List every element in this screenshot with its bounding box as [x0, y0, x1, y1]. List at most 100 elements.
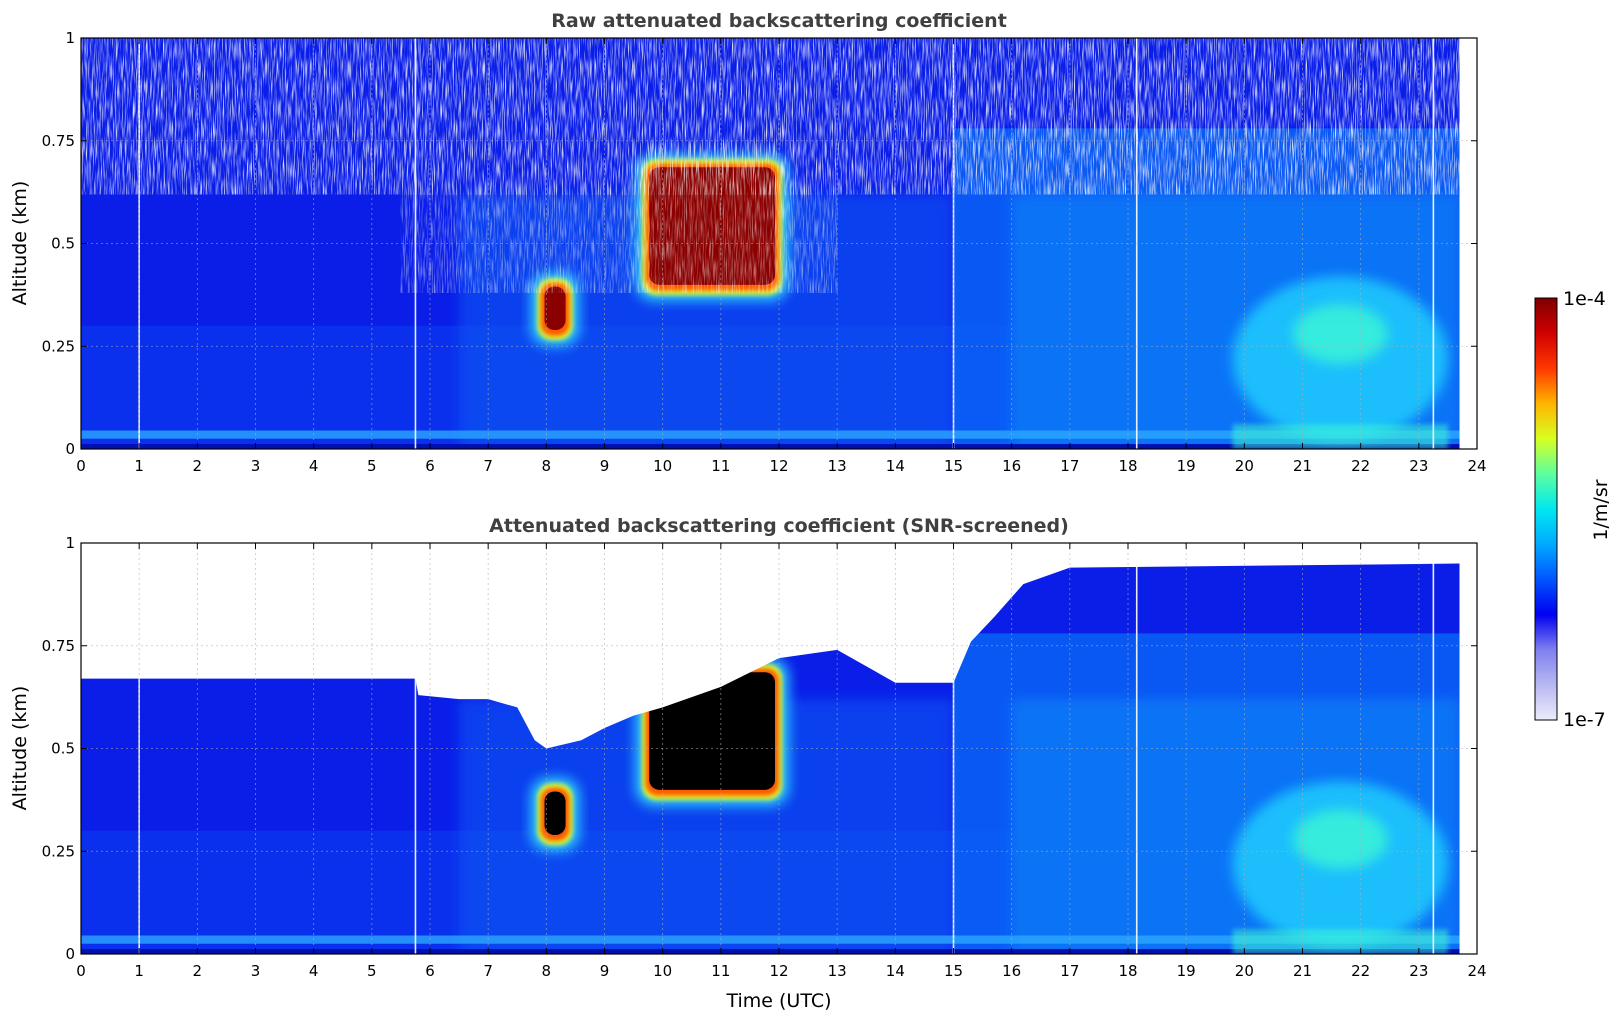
x-tick-label: 9: [600, 457, 610, 475]
x-tick-label: 4: [309, 962, 319, 980]
noise-speckle-mid: [400, 194, 838, 293]
x-tick-label: 13: [828, 962, 847, 980]
x-tick-label: 19: [1177, 457, 1196, 475]
x-tick-label: 6: [425, 457, 435, 475]
ground-band: [81, 444, 1460, 449]
raw-panel-title: Raw attenuated backscattering coefficien…: [551, 10, 1007, 32]
x-tick-label: 19: [1177, 962, 1196, 980]
x-tick-label: 12: [769, 457, 788, 475]
raw-backscatter-panel: 0 1 2 3 4 5 6 7 8 9 10 11 12 13 14 15 16 17 18 19 20 21 22 23 24…: [9, 10, 1487, 475]
x-tick-label: 23: [1409, 962, 1428, 980]
y-tick-label: 0.25: [42, 842, 75, 860]
y-tick-label: 0.25: [42, 337, 75, 355]
colorbar-unit-label: 1/m/sr: [1590, 479, 1612, 540]
ground-band: [81, 949, 1460, 954]
x-tick-label: 5: [367, 457, 377, 475]
x-tick-label: 14: [886, 457, 905, 475]
x-tick-label: 10: [653, 457, 672, 475]
colorbar-max-label: 1e-4: [1563, 288, 1606, 310]
colorbar-min-label: 1e-7: [1563, 709, 1606, 731]
aerosol-surface: [1232, 929, 1448, 954]
screened-panel-title: Attenuated backscattering coefficient (S…: [489, 515, 1069, 537]
x-tick-label: 5: [367, 962, 377, 980]
x-tick-label: 6: [425, 962, 435, 980]
y-tick-label: 1: [65, 29, 75, 47]
aerosol-core: [1292, 304, 1388, 364]
raw-panel-grid: [81, 38, 1477, 449]
raw-backscatter-heatmap: [81, 38, 1477, 449]
x-tick-label: 3: [251, 457, 261, 475]
x-tick-label: 14: [886, 962, 905, 980]
x-tick-label: 18: [1118, 962, 1137, 980]
screened-panel-grid: [81, 543, 1477, 954]
x-tick-label: 16: [1002, 962, 1021, 980]
x-tick-label: 3: [251, 962, 261, 980]
x-tick-label: 4: [309, 457, 319, 475]
x-tick-label: 13: [828, 457, 847, 475]
data-gap-line: [1432, 543, 1435, 954]
screened-backscatter-heatmap: [81, 543, 1477, 954]
x-tick-label: 22: [1351, 962, 1370, 980]
x-tick-label: 15: [944, 962, 963, 980]
screened-panel-y-ticks: 0 0.25 0.5 0.75 1: [42, 534, 1477, 963]
cloud-core: [544, 791, 566, 836]
cloud-feature: [530, 777, 580, 852]
aerosol-core: [1292, 809, 1388, 869]
y-tick-label: 0.75: [42, 637, 75, 655]
y-tick-label: 0: [65, 440, 75, 458]
x-tick-label: 22: [1351, 457, 1370, 475]
x-tick-label: 20: [1235, 457, 1254, 475]
x-tick-label: 2: [193, 457, 203, 475]
x-tick-label: 24: [1467, 962, 1486, 980]
x-tick-label: 10: [653, 962, 672, 980]
raw-panel-y-label: Altitude (km): [9, 181, 31, 306]
colorbar: 1e-4 1e-7 1/m/sr: [1534, 288, 1612, 731]
x-tick-label: 24: [1467, 457, 1486, 475]
x-tick-label: 8: [542, 457, 552, 475]
x-tick-label: 21: [1293, 457, 1312, 475]
aerosol-surface: [1232, 424, 1448, 449]
x-tick-label: 8: [542, 962, 552, 980]
raw-panel-x-ticks: 0 1 2 3 4 5 6 7 8 9 10 11 12 13 14 15 16 17 18 19 20 21 22 23 24: [76, 38, 1487, 475]
y-tick-label: 0.5: [51, 235, 75, 253]
x-tick-label: 9: [600, 962, 610, 980]
raw-panel-y-ticks: 0 0.25 0.5 0.75 1: [42, 29, 1477, 458]
data-gap-line: [1432, 38, 1435, 449]
y-tick-label: 0.5: [51, 740, 75, 758]
x-tick-label: 1: [134, 457, 144, 475]
x-tick-label: 12: [769, 962, 788, 980]
x-tick-label: 0: [76, 962, 86, 980]
data-gap-line: [414, 38, 417, 449]
x-tick-label: 7: [483, 962, 493, 980]
x-tick-label: 7: [483, 457, 493, 475]
screened-panel-y-label: Altitude (km): [9, 686, 31, 811]
x-tick-label: 18: [1118, 457, 1137, 475]
screened-backscatter-panel: 0 1 2 3 4 5 6 7 8 9 10 11 12 13 14 15 16 17 18 19 20 21 22 23 24…: [9, 515, 1487, 1012]
x-tick-label: 0: [76, 457, 86, 475]
x-tick-label: 17: [1060, 457, 1079, 475]
x-tick-label: 11: [711, 457, 730, 475]
y-tick-label: 0.75: [42, 132, 75, 150]
x-tick-label: 17: [1060, 962, 1079, 980]
y-tick-label: 0: [65, 945, 75, 963]
x-tick-label: 23: [1409, 457, 1428, 475]
x-tick-label: 11: [711, 962, 730, 980]
near-ground-band: [81, 430, 1460, 439]
x-tick-label: 1: [134, 962, 144, 980]
x-tick-label: 16: [1002, 457, 1021, 475]
x-tick-label: 21: [1293, 962, 1312, 980]
cloud-core: [649, 672, 775, 790]
x-tick-label: 2: [193, 962, 203, 980]
data-gap-line: [414, 543, 417, 954]
x-tick-label: 15: [944, 457, 963, 475]
snr-screened-mask: [81, 543, 1460, 749]
x-tick-label: 20: [1235, 962, 1254, 980]
noise-speckle: [81, 38, 1460, 195]
y-tick-label: 1: [65, 534, 75, 552]
cloud-core: [544, 286, 566, 331]
near-ground-band: [81, 935, 1460, 944]
screened-panel-x-ticks: 0 1 2 3 4 5 6 7 8 9 10 11 12 13 14 15 16 17 18 19 20 21 22 23 24: [76, 543, 1487, 980]
colorbar-bar: [1534, 297, 1558, 721]
time-axis-label: Time (UTC): [725, 990, 831, 1012]
